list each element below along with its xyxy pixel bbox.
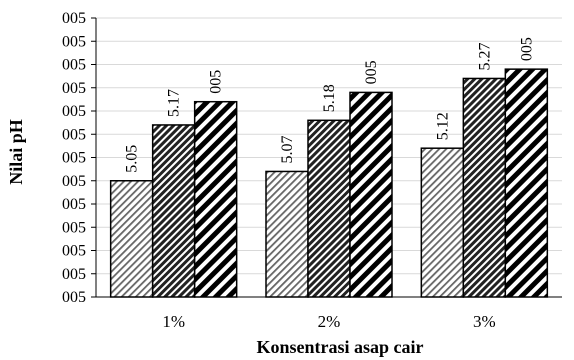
y-tick-label: 005 [62,289,86,306]
bar [193,100,238,298]
data-label: 5.05 [124,145,141,173]
category-label: 1% [162,312,185,331]
y-tick-label: 005 [62,219,86,236]
category-label: 3% [473,312,496,331]
y-tick-label: 005 [62,10,86,27]
data-label: 5.12 [434,112,451,140]
bar [109,180,154,298]
y-tick-label: 005 [62,173,86,190]
data-label: 005 [208,70,225,94]
data-label: 5.17 [166,89,183,117]
y-axis-title: Nilai pH [6,119,26,185]
y-tick-label: 005 [62,57,86,74]
y-tick-label: 005 [62,103,86,120]
y-tick-label: 005 [62,126,86,143]
y-axis-ticks: 005 005 005 005 005 005 005 005 005 005 005 005 005 [62,10,96,306]
bar [462,77,507,298]
y-tick-label: 005 [62,266,86,283]
data-label: 005 [518,37,535,61]
bar [420,147,465,298]
bar [307,119,351,298]
y-tick-label: 005 [62,80,86,97]
bar [265,170,309,298]
x-axis-title: Konsentrasi asap cair [256,337,423,357]
data-label: 5.07 [279,135,296,163]
bar [504,68,549,298]
data-label: 005 [363,60,380,84]
bar [349,91,393,298]
bar [151,124,196,298]
category-label: 2% [318,312,341,331]
bars [109,68,549,298]
y-tick-label: 005 [62,196,86,213]
x-axis-categories: 1% 2% 3% [162,312,495,331]
y-tick-label: 005 [62,33,86,50]
y-tick-label: 005 [62,243,86,260]
y-tick-label: 005 [62,150,86,167]
data-labels: 5.05 5.17 005 5.07 5.18 005 5.12 5.27 005 [124,37,536,173]
data-label: 5.27 [476,42,493,70]
data-label: 5.18 [321,84,338,112]
